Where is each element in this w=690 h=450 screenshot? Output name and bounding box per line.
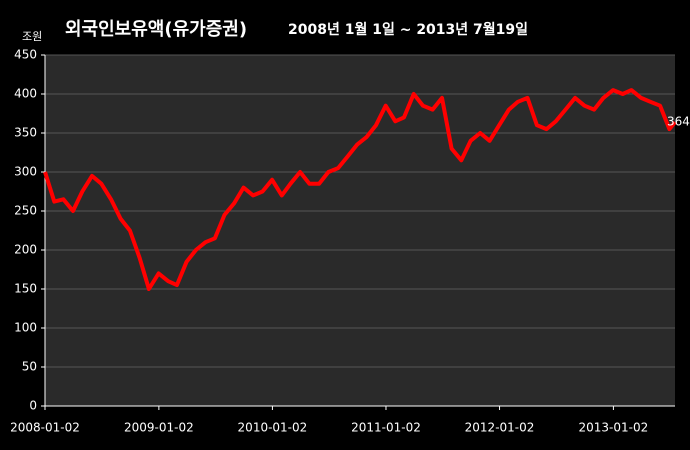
y-tick-label: 300 [14,165,37,179]
y-tick-label: 200 [14,243,37,257]
y-tick-label: 400 [14,87,37,101]
y-tick-label: 150 [14,282,37,296]
end-value-label: 364 [667,115,690,129]
x-tick-label: 2008-01-02 [10,421,80,435]
x-tick-label: 2010-01-02 [238,421,308,435]
y-axis-label: 조원 [22,30,42,43]
y-tick-label: 0 [29,399,37,413]
data-line [43,88,677,291]
x-tick-label: 2013-01-02 [579,421,649,435]
y-tick-label: 100 [14,321,37,335]
x-tick-label: 2012-01-02 [465,421,535,435]
chart-title: 외국인보유액(유가증권) [65,19,247,40]
y-tick-label: 250 [14,204,37,218]
y-tick-label: 350 [14,126,37,140]
plot-area [45,55,675,406]
y-tick-label: 450 [14,48,37,62]
x-tick-label: 2011-01-02 [351,421,421,435]
x-tick-label: 2009-01-02 [124,421,194,435]
y-tick-label: 50 [22,360,37,374]
chart-subtitle: 2008년 1월 1일 ~ 2013년 7월19일 [288,21,528,38]
